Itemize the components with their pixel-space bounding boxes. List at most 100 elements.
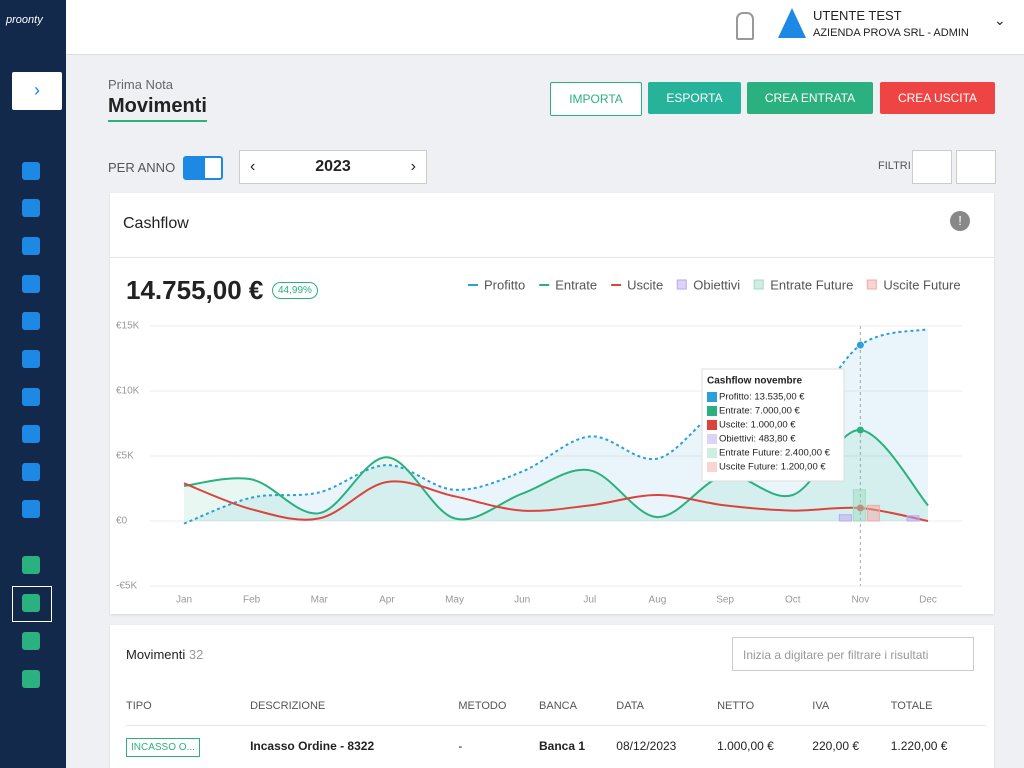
divider — [110, 257, 994, 258]
tooltip-item: Uscite: 1.000,00 € — [719, 420, 796, 431]
filter-cash[interactable] — [956, 150, 996, 184]
tooltip-item: Obiettivi: 483,80 € — [719, 434, 796, 445]
tooltip-item: Entrate Future: 2.400,00 € — [719, 448, 831, 459]
sidebar: proonty › — [0, 0, 66, 768]
tooltip-item: Uscite Future: 1.200,00 € — [719, 462, 826, 473]
column-header: BANCA — [539, 687, 617, 726]
x-tick-label: Jan — [176, 595, 192, 606]
table-cell: 1.220,00 € — [891, 725, 986, 767]
area — [184, 429, 928, 521]
nav-icon[interactable] — [22, 425, 40, 443]
nav-icon[interactable] — [22, 670, 40, 688]
table-cell: - — [458, 725, 539, 767]
period-toggle[interactable] — [183, 156, 223, 180]
tooltip-title: Cashflow novembre — [707, 376, 802, 387]
cashflow-card: Cashflow ! 14.755,00 € 44,99% -€5K €0 €5K €… — [110, 193, 994, 614]
column-header: METODO — [458, 687, 540, 726]
cell-text: - — [458, 739, 463, 754]
card-title: Cashflow — [123, 215, 189, 232]
table-row: INCASSO O... Incasso Ordine - 8322 - Banca … — [126, 725, 986, 767]
column-header: IVA — [812, 687, 891, 726]
chart: -€5K €0 €5K €10K €15K Jan Feb Mar Apr May Jun Jul Au… — [116, 277, 962, 606]
table-cell: INCASSO O... — [126, 725, 250, 767]
nav-icon[interactable] — [22, 199, 40, 217]
legend-swatch — [753, 279, 764, 290]
nav-icon[interactable] — [22, 463, 40, 481]
x-tick-label: Apr — [379, 595, 395, 606]
x-tick-label: Jun — [514, 595, 530, 606]
table-cell: 1.000,00 € — [717, 725, 812, 767]
movements-table: TIPO DESCRIZIONE METODO BANCA DATA NETTO IVA TO… — [126, 687, 986, 767]
tooltip-swatch — [707, 434, 717, 444]
x-tick-label: May — [445, 595, 464, 606]
nav-icon[interactable] — [22, 350, 40, 368]
legend-label: Entrate — [555, 277, 597, 292]
create-expense-button[interactable]: CREA USCITA — [880, 82, 995, 114]
tooltip-swatch — [707, 420, 717, 430]
x-tick-label: Dec — [919, 595, 937, 606]
user-name: UTENTE TEST — [813, 8, 902, 23]
cell-text: 220,00 € — [812, 739, 860, 754]
nav-icon[interactable] — [22, 275, 40, 293]
tooltip-swatch — [707, 406, 717, 416]
legend-swatch — [676, 279, 687, 290]
cell-text: Banca 1 — [539, 739, 586, 754]
expand-button[interactable]: › — [12, 72, 62, 110]
user-menu[interactable]: ⌄ — [994, 12, 1006, 28]
line — [183, 480, 929, 522]
y-tick-label: -€5K — [116, 581, 137, 592]
legend-label: Entrate Future — [770, 277, 853, 292]
table-cell: Banca 1 — [539, 725, 616, 767]
info-icon[interactable]: ! — [950, 211, 970, 231]
export-button[interactable]: ESPORTA — [648, 82, 741, 114]
nav-icon[interactable] — [22, 632, 40, 650]
column-header: DATA — [616, 687, 718, 726]
search-input[interactable]: Inizia a digitare per filtrare i risulta… — [732, 637, 974, 671]
cell-text: 08/12/2023 — [616, 739, 677, 754]
next-year[interactable]: › — [410, 158, 416, 175]
nav-icon[interactable] — [22, 162, 40, 180]
cell-text: Incasso Ordine - 8322 — [250, 739, 375, 754]
nav-icon[interactable] — [22, 556, 40, 574]
bar — [906, 515, 920, 522]
x-tick-label: Aug — [649, 595, 667, 606]
y-tick-label: €0 — [116, 516, 128, 527]
column-header: TOTALE — [890, 687, 986, 726]
nav-icon[interactable] — [22, 594, 40, 612]
nav-icon[interactable] — [22, 388, 40, 406]
tooltip: Cashflow novembre Profitto: 13.535,00 € En… — [701, 368, 845, 482]
column-header: DESCRIZIONE — [250, 687, 459, 726]
x-tick-label: Nov — [851, 595, 869, 606]
growth-badge: 44,99% — [272, 282, 318, 299]
page-title: Movimenti — [108, 95, 207, 122]
x-tick-label: Sep — [716, 595, 734, 606]
x-tick-label: Oct — [785, 595, 801, 606]
prev-year[interactable]: ‹ — [250, 158, 256, 175]
import-button[interactable]: IMPORTA — [550, 82, 642, 116]
x-tick-label: Feb — [243, 595, 261, 606]
table-cell: 220,00 € — [812, 725, 890, 767]
filters-label: FILTRI — [878, 160, 911, 172]
nav-icon[interactable] — [22, 237, 40, 255]
cashflow-total: 14.755,00 € — [126, 275, 264, 305]
nav-icon[interactable] — [22, 312, 40, 330]
tooltip-box — [701, 368, 845, 482]
tooltip-swatch — [707, 448, 717, 458]
table-cell: 08/12/2023 — [616, 725, 717, 767]
legend-label: Obiettivi — [693, 277, 740, 292]
legend-label: Uscite Future — [883, 277, 960, 292]
list-title: Movimenti 32 — [126, 647, 203, 662]
tooltip-item: Profitto: 13.535,00 € — [719, 392, 805, 403]
nav-active[interactable] — [12, 586, 52, 622]
cell-text: 1.000,00 € — [717, 739, 774, 754]
bar — [838, 514, 852, 522]
tooltip-swatch — [707, 462, 717, 472]
x-tick-label: Jul — [583, 595, 596, 606]
nav-icon[interactable] — [22, 500, 40, 518]
table-cell: Incasso Ordine - 8322 — [250, 725, 458, 767]
user-icon[interactable] — [736, 12, 754, 40]
year: 2023 — [315, 158, 351, 175]
filter-bank[interactable] — [912, 150, 952, 184]
list-title-text: Movimenti — [126, 647, 186, 662]
create-income-button[interactable]: CREA ENTRATA — [747, 82, 873, 114]
